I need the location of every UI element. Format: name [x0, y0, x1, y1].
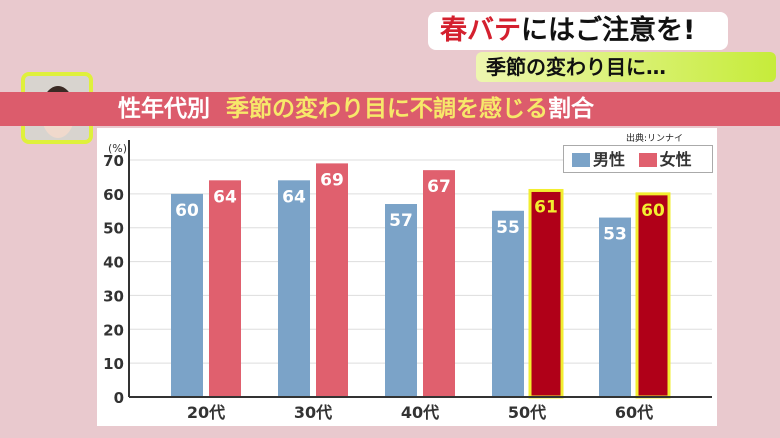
- y-tick-label: 10: [103, 355, 124, 373]
- data-label: 53: [603, 225, 627, 245]
- data-label: 69: [320, 170, 344, 190]
- legend-swatch-female: [638, 152, 657, 167]
- chart-title-band: 性年代別 季節の変わり目に不調を感じる割合: [0, 92, 780, 126]
- title-suffix: 割合: [548, 96, 594, 122]
- source-note: 出典:リンナイ: [626, 134, 684, 144]
- data-label: 67: [427, 177, 451, 197]
- x-tick-label: 40代: [401, 403, 439, 422]
- title-main: 季節の変わり目に不調を感じる: [226, 96, 548, 122]
- data-label: 64: [213, 187, 237, 207]
- legend-label-male: 男性: [593, 149, 626, 169]
- data-label: 60: [175, 201, 199, 221]
- legend-label-female: 女性: [659, 149, 692, 169]
- legend-swatch-male: [572, 152, 590, 167]
- bar-male: [278, 180, 310, 397]
- y-tick-label: 0: [114, 389, 124, 407]
- bar-female: [635, 192, 671, 399]
- bar-female: [528, 188, 564, 399]
- legend: 男性 女性: [563, 145, 713, 173]
- data-label: 55: [496, 218, 520, 238]
- y-tick-label: 50: [103, 220, 124, 238]
- headline-rest: にはご注意を!: [521, 15, 696, 46]
- title-prefix: 性年代別: [118, 96, 210, 122]
- bar-male: [599, 217, 631, 397]
- bar-female: [316, 163, 348, 397]
- x-tick-label: 30代: [294, 403, 332, 422]
- y-tick-label: 40: [103, 254, 124, 272]
- x-tick-label: 20代: [187, 403, 225, 422]
- bar-female: [209, 180, 241, 397]
- subheadline: 季節の変わり目に…: [476, 52, 776, 82]
- x-tick-label: 60代: [615, 403, 653, 422]
- data-label: 60: [641, 201, 665, 221]
- headline: 春バテにはご注意を!: [428, 12, 728, 50]
- y-tick-label: 70: [103, 152, 124, 170]
- bar-male: [492, 210, 524, 397]
- y-tick-label: 60: [103, 186, 124, 204]
- data-label: 61: [534, 197, 558, 217]
- bar-male: [171, 193, 203, 397]
- bar-female: [423, 170, 455, 397]
- data-label: 57: [389, 211, 413, 231]
- y-tick-label: 30: [103, 287, 124, 305]
- headline-red: 春バテ: [440, 15, 521, 46]
- y-axis-unit: (%): [108, 142, 127, 155]
- x-tick-label: 50代: [508, 403, 546, 422]
- bar-male: [385, 204, 417, 397]
- data-label: 64: [282, 187, 306, 207]
- y-tick-label: 20: [103, 321, 124, 339]
